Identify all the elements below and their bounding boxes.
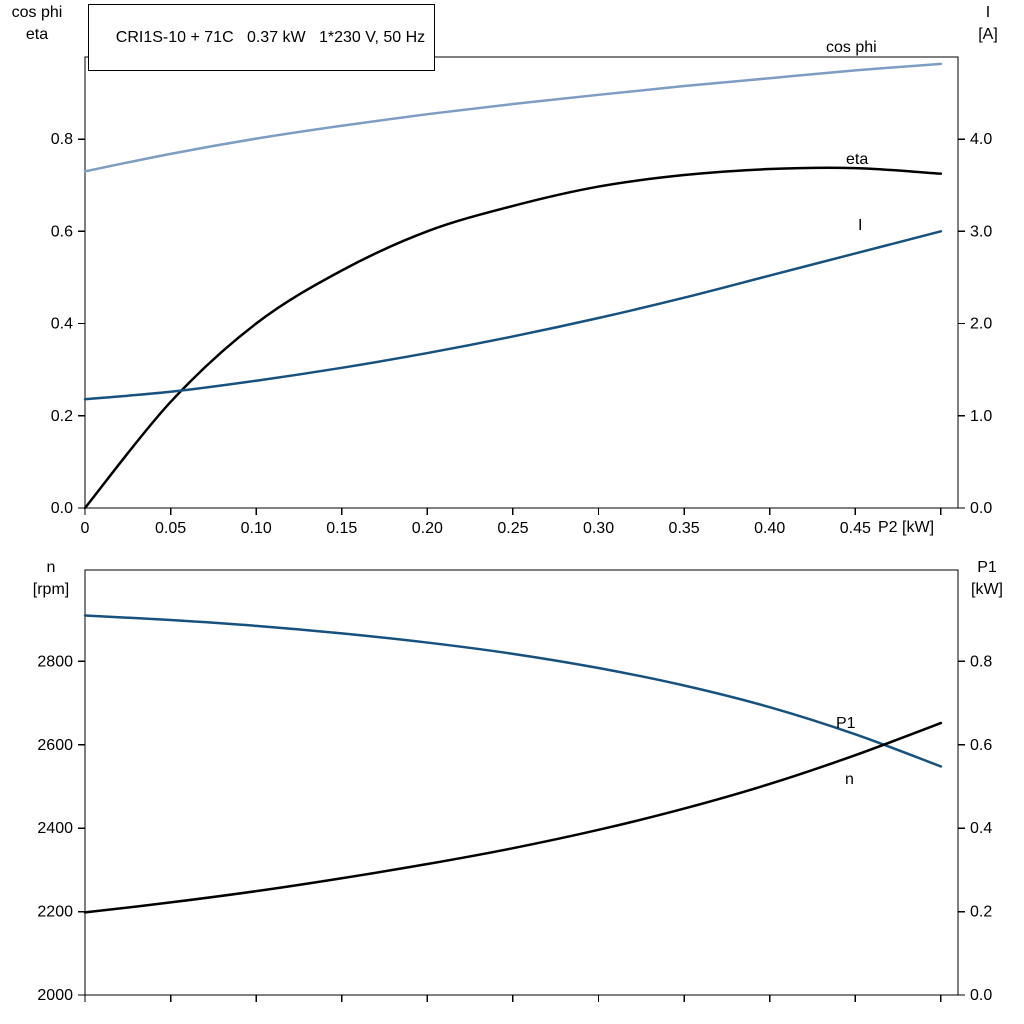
x-tick-label: 0.05 bbox=[155, 520, 186, 537]
curve-label-n: n bbox=[845, 771, 854, 788]
right-tick-label: 0.8 bbox=[970, 653, 992, 670]
x-axis-ticks bbox=[84, 995, 942, 1002]
x-tick-label: 0.40 bbox=[754, 520, 785, 537]
axis-label-speed-unit: [rpm] bbox=[32, 581, 70, 598]
x-tick-label: 0.25 bbox=[497, 520, 528, 537]
curve-p1 bbox=[83, 721, 943, 914]
curve-label-P1: P1 bbox=[836, 715, 856, 732]
left-axis-ticks: 0.0 0.2 0.4 0.6 0.8 bbox=[51, 131, 85, 517]
curve-label-eta: eta bbox=[846, 151, 868, 168]
x-tick-label: 0.10 bbox=[241, 520, 272, 537]
x-tick-label: 0.35 bbox=[669, 520, 700, 537]
upper-chart-svg: 0 0.05 0.10 0.15 0.20 0.25 0.30 0.35 0.40 0.45 0.0… bbox=[51, 39, 993, 537]
curve-speed bbox=[83, 614, 943, 768]
right-tick-label: 3.0 bbox=[970, 223, 992, 240]
curve-label-cos-phi: cos phi bbox=[826, 39, 877, 56]
x-axis-ticks: 0 0.05 0.10 0.15 0.20 0.25 0.30 0.35 0.40 0.45 bbox=[81, 508, 942, 537]
right-tick-label: 0.2 bbox=[970, 904, 992, 921]
curve-cos-phi bbox=[83, 62, 943, 173]
right-tick-label: 0.6 bbox=[970, 737, 992, 754]
left-tick-label: 0.0 bbox=[51, 500, 73, 517]
right-tick-label: 4.0 bbox=[970, 131, 992, 148]
axis-label-cos-phi: cos phi bbox=[11, 4, 63, 21]
right-tick-label: 2.0 bbox=[970, 316, 992, 333]
left-tick-label: 2200 bbox=[37, 904, 73, 921]
curve-eta bbox=[83, 166, 943, 510]
x-tick-label: 0.15 bbox=[326, 520, 357, 537]
left-tick-label: 0.8 bbox=[51, 131, 73, 148]
lower-right-axis-label: P1 [kW] bbox=[956, 557, 1018, 601]
right-tick-label: 0.0 bbox=[970, 500, 992, 517]
chart-title: CRI1S-10 + 71C 0.37 kW 1*230 V, 50 Hz bbox=[115, 29, 426, 46]
left-axis-ticks: 2000 2200 2400 2600 2800 bbox=[37, 653, 85, 1004]
left-tick-label: 0.2 bbox=[51, 408, 73, 425]
left-tick-label: 2600 bbox=[37, 737, 73, 754]
left-tick-label: 2800 bbox=[37, 653, 73, 670]
axis-label-current-unit: [A] bbox=[978, 26, 998, 43]
upper-right-axis-label: I [A] bbox=[962, 2, 1014, 46]
right-tick-label: 0.0 bbox=[970, 987, 992, 1004]
plot-frame bbox=[84, 56, 959, 509]
x-tick-label: 0.20 bbox=[412, 520, 443, 537]
x-axis-label: P2 [kW] bbox=[878, 519, 935, 536]
left-tick-label: 2000 bbox=[37, 987, 73, 1004]
lower-chart-svg: 2000 2200 2400 2600 2800 0.0 0.2 0.4 0.6 0.8 P1 n bbox=[37, 569, 992, 1004]
left-tick-label: 0.6 bbox=[51, 223, 73, 240]
curve-label-I: I bbox=[858, 217, 862, 234]
right-axis-ticks: 0.0 1.0 2.0 3.0 4.0 bbox=[958, 131, 992, 517]
left-tick-label: 0.4 bbox=[51, 316, 73, 333]
lower-left-axis-label: n [rpm] bbox=[16, 557, 86, 601]
curve-current bbox=[83, 230, 943, 401]
x-tick-label: 0.30 bbox=[583, 520, 614, 537]
axis-label-eta: eta bbox=[25, 26, 49, 43]
axis-label-p1: P1 bbox=[977, 559, 997, 576]
axis-label-current: I bbox=[985, 4, 991, 21]
right-tick-label: 1.0 bbox=[970, 408, 992, 425]
axis-label-speed: n bbox=[46, 559, 56, 576]
x-tick-label: 0.45 bbox=[840, 520, 871, 537]
right-tick-label: 0.4 bbox=[970, 820, 992, 837]
axis-label-p1-unit: [kW] bbox=[971, 581, 1003, 598]
right-axis-ticks: 0.0 0.2 0.4 0.6 0.8 bbox=[958, 653, 992, 1004]
left-tick-label: 2400 bbox=[37, 820, 73, 837]
plot-frame bbox=[84, 569, 959, 996]
x-tick-label: 0 bbox=[81, 520, 90, 537]
chart-title-box: CRI1S-10 + 71C 0.37 kW 1*230 V, 50 Hz bbox=[88, 4, 436, 71]
upper-left-axis-label: cos phi eta bbox=[4, 2, 70, 46]
